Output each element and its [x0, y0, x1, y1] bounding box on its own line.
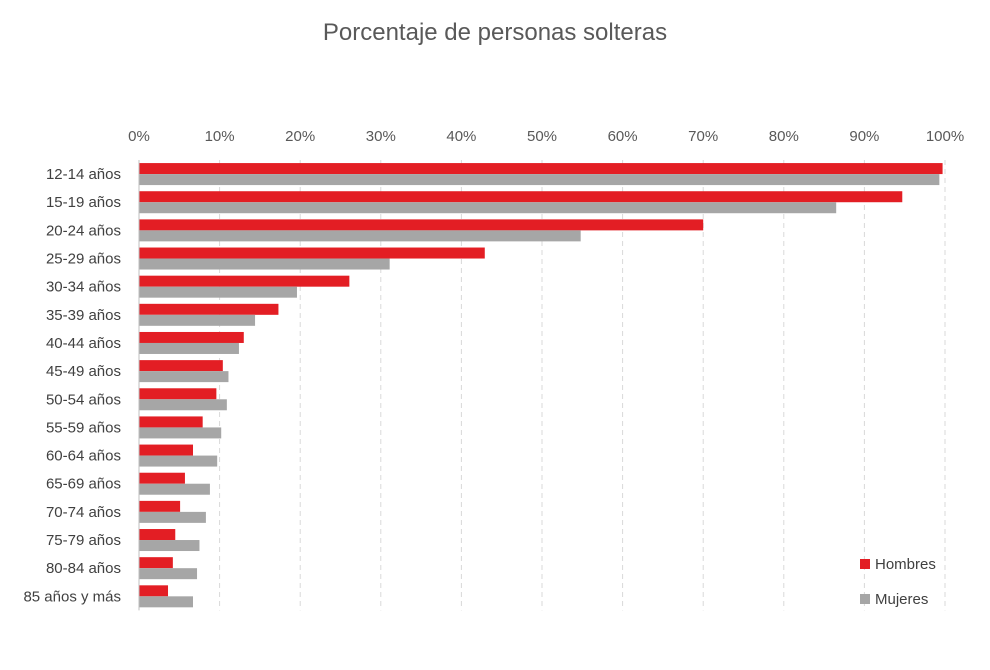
category-label: 65-69 años: [46, 476, 121, 493]
bar-mujeres: [139, 568, 198, 580]
bar-hombres: [139, 416, 203, 428]
bar-mujeres: [139, 342, 239, 354]
bar-mujeres: [139, 511, 206, 523]
x-tick-label: 0%: [128, 128, 150, 145]
category-label: 85 años y más: [23, 588, 121, 605]
bar-mujeres: [139, 230, 581, 242]
bar-hombres: [139, 163, 943, 175]
bar-hombres: [139, 557, 173, 569]
bar-hombres: [139, 303, 279, 315]
x-tick-label: 60%: [608, 128, 638, 145]
y-axis-category-labels: 12-14 años 15-19 años 20-24 años 25-29 años…: [23, 166, 121, 605]
chart-title: Porcentaje de personas solteras: [323, 19, 667, 46]
bar-mujeres: [139, 371, 229, 383]
bar-hombres: [139, 360, 223, 372]
legend-label-mujeres: Mujeres: [875, 591, 928, 608]
x-tick-label: 90%: [849, 128, 879, 145]
x-tick-label: 10%: [205, 128, 235, 145]
bar-mujeres: [139, 314, 256, 326]
bar-hombres: [139, 191, 903, 203]
category-label: 70-74 años: [46, 504, 121, 521]
x-axis-tick-labels: 0% 10% 20% 30% 40% 50% 60% 70% 80% 90% 100%: [128, 128, 964, 145]
legend-swatch-mujeres: [860, 594, 870, 604]
category-label: 75-79 años: [46, 532, 121, 549]
bar-hombres: [139, 472, 185, 484]
x-tick-label: 50%: [527, 128, 557, 145]
bar-hombres: [139, 275, 350, 287]
bar-mujeres: [139, 483, 210, 495]
bar-hombres: [139, 219, 704, 231]
category-label: 40-44 años: [46, 335, 121, 352]
legend-swatch-hombres: [860, 559, 870, 569]
bars: [139, 163, 943, 608]
bar-mujeres: [139, 540, 200, 552]
bar-hombres: [139, 247, 485, 259]
category-label: 15-19 años: [46, 194, 121, 211]
category-label: 12-14 años: [46, 166, 121, 183]
bar-mujeres: [139, 286, 297, 298]
bar-mujeres: [139, 202, 837, 214]
category-label: 50-54 años: [46, 391, 121, 408]
category-label: 20-24 años: [46, 222, 121, 239]
x-tick-label: 70%: [688, 128, 718, 145]
category-label: 25-29 años: [46, 251, 121, 268]
category-label: 55-59 años: [46, 419, 121, 436]
category-label: 30-34 años: [46, 279, 121, 296]
x-tick-label: 20%: [285, 128, 315, 145]
bar-mujeres: [139, 258, 390, 270]
category-label: 60-64 años: [46, 448, 121, 465]
bar-mujeres: [139, 174, 940, 186]
bar-mujeres: [139, 399, 227, 411]
bar-hombres: [139, 500, 181, 512]
category-label: 45-49 años: [46, 363, 121, 380]
bar-mujeres: [139, 596, 194, 608]
bar-mujeres: [139, 455, 218, 467]
x-tick-label: 100%: [926, 128, 964, 145]
legend-label-hombres: Hombres: [875, 556, 936, 573]
x-tick-label: 80%: [769, 128, 799, 145]
legend: Hombres Mujeres: [860, 556, 936, 608]
category-label: 80-84 años: [46, 560, 121, 577]
bar-hombres: [139, 388, 217, 400]
bar-hombres: [139, 529, 176, 541]
bar-hombres: [139, 444, 194, 456]
bar-hombres: [139, 585, 169, 597]
bar-mujeres: [139, 427, 222, 439]
category-label: 35-39 años: [46, 307, 121, 324]
x-tick-label: 30%: [366, 128, 396, 145]
bar-hombres: [139, 331, 244, 343]
x-tick-label: 40%: [446, 128, 476, 145]
